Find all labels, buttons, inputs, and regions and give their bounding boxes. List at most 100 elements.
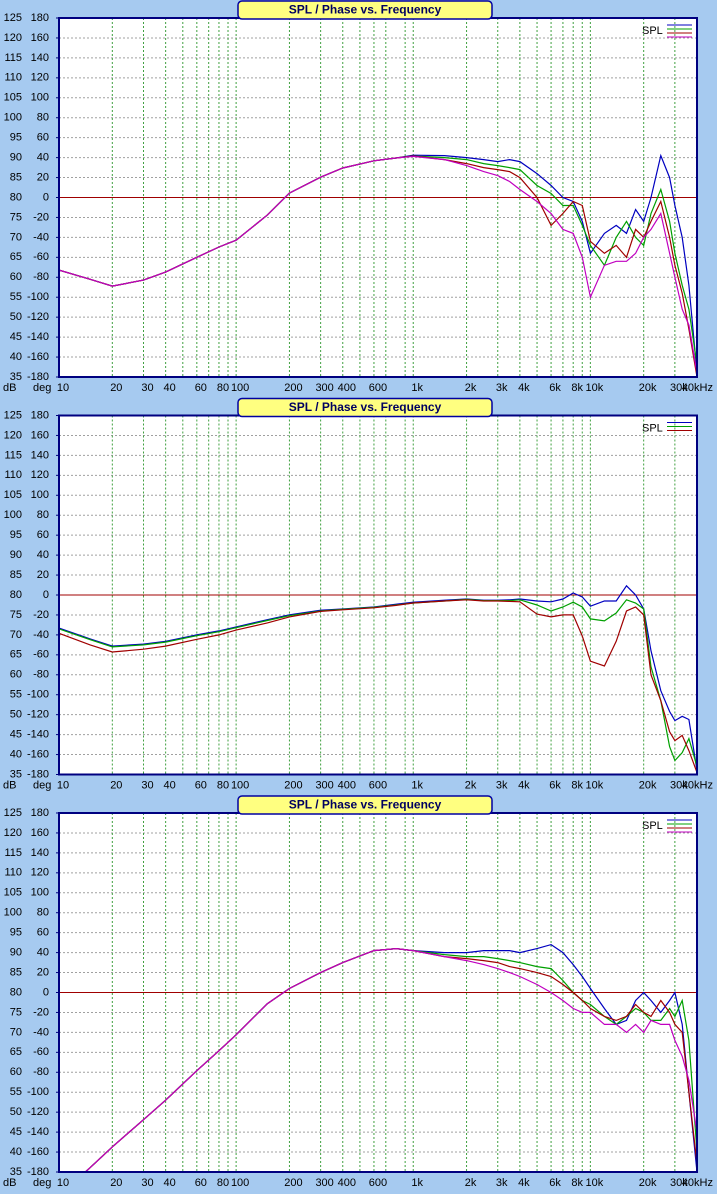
x-tick-label: 80: [217, 779, 229, 791]
x-tick-label: 100: [231, 382, 249, 394]
x-tick-label: 20k: [639, 1177, 657, 1189]
y-tick-label: 100: [4, 907, 22, 919]
y-tick-label: 70: [10, 1026, 22, 1038]
x-tick-label: 20: [110, 779, 122, 791]
y2-tick-label: -120: [27, 1106, 49, 1118]
y2-tick-label: 160: [31, 827, 49, 839]
y2-tick-label: 140: [31, 52, 49, 64]
x-tick-label: 600: [369, 382, 387, 394]
y2-axis-unit: deg: [33, 779, 51, 791]
y-tick-label: 115: [4, 52, 22, 64]
x-tick-label: 400: [338, 779, 356, 791]
y2-tick-label: -20: [33, 1006, 49, 1018]
series-line: [59, 599, 697, 773]
x-tick-label: 6k: [549, 779, 561, 791]
y-tick-label: 100: [4, 112, 22, 124]
title-box: [237, 397, 493, 418]
y2-tick-label: -20: [33, 211, 49, 223]
x-tick-label: 200: [284, 1177, 302, 1189]
y2-tick-label: -100: [27, 1086, 49, 1098]
y2-tick-label: 180: [31, 12, 49, 24]
y2-tick-label: 0: [43, 191, 49, 203]
y-tick-label: 45: [10, 729, 22, 741]
y-tick-label: 90: [10, 947, 22, 959]
y2-tick-label: -80: [33, 669, 49, 681]
y2-tick-label: 160: [31, 32, 49, 44]
y-tick-label: 80: [10, 986, 22, 998]
y2-tick-label: -140: [27, 729, 49, 741]
y2-tick-label: 20: [37, 966, 49, 978]
x-tick-label: 100: [231, 779, 249, 791]
y-tick-label: 55: [10, 1086, 22, 1098]
y2-tick-label: -180: [27, 371, 49, 383]
y-tick-label: 115: [4, 847, 22, 859]
x-tick-label: 40: [164, 779, 176, 791]
y-tick-label: 80: [10, 191, 22, 203]
y2-tick-label: 180: [31, 807, 49, 819]
y2-tick-label: 100: [31, 887, 49, 899]
y2-tick-label: -80: [33, 1066, 49, 1078]
x-tick-label: 80: [217, 1177, 229, 1189]
y-tick-label: 70: [10, 629, 22, 641]
legend-label: SPL: [642, 820, 663, 832]
panel: 3540455055606570758085909510010511011512…: [3, 397, 713, 791]
y-tick-label: 80: [10, 589, 22, 601]
x-tick-label: 10k: [585, 779, 603, 791]
x-tick-label: 300: [315, 1177, 333, 1189]
y2-tick-label: 120: [31, 72, 49, 84]
y2-tick-label: 60: [37, 132, 49, 144]
y-tick-label: 65: [10, 1046, 22, 1058]
chart-title: SPL / Phase vs. Frequency: [289, 400, 442, 414]
y2-tick-label: 60: [37, 529, 49, 541]
series-line: [59, 598, 697, 767]
y-tick-label: 50: [10, 709, 22, 721]
x-tick-label: 20k: [639, 382, 657, 394]
y-tick-label: 125: [4, 409, 22, 421]
y-tick-label: 65: [10, 649, 22, 661]
x-tick-label: 8k: [571, 382, 583, 394]
x-tick-label: 1k: [411, 382, 423, 394]
y-tick-label: 45: [10, 331, 22, 343]
y2-tick-label: -140: [27, 1126, 49, 1138]
y-tick-label: 120: [4, 429, 22, 441]
y-tick-label: 125: [4, 12, 22, 24]
chart-title: SPL / Phase vs. Frequency: [289, 798, 442, 812]
y2-tick-label: 60: [37, 927, 49, 939]
y-tick-label: 55: [10, 689, 22, 701]
y2-tick-label: 80: [37, 112, 49, 124]
x-tick-label: 20k: [639, 779, 657, 791]
y2-tick-label: -60: [33, 251, 49, 263]
x-tick-label: 40kHz: [682, 382, 713, 394]
y-tick-label: 90: [10, 549, 22, 561]
x-tick-label: 200: [284, 382, 302, 394]
x-tick-label: 200: [284, 779, 302, 791]
x-tick-label: 30k: [670, 382, 688, 394]
x-tick-label: 30k: [670, 1177, 688, 1189]
y-tick-label: 40: [10, 748, 22, 760]
x-tick-label: 1k: [411, 779, 423, 791]
y2-tick-label: -40: [33, 1026, 49, 1038]
y2-tick-label: 80: [37, 509, 49, 521]
x-tick-label: 6k: [549, 1177, 561, 1189]
y2-tick-label: 160: [31, 429, 49, 441]
y-tick-label: 35: [10, 371, 22, 383]
x-tick-label: 30: [141, 779, 153, 791]
x-tick-label: 1k: [411, 1177, 423, 1189]
y-tick-label: 95: [10, 529, 22, 541]
x-tick-label: 2k: [465, 1177, 477, 1189]
x-tick-label: 300: [315, 779, 333, 791]
title-box: [237, 795, 493, 815]
y-tick-label: 40: [10, 1146, 22, 1158]
y-tick-label: 60: [10, 1066, 22, 1078]
x-tick-label: 10k: [585, 1177, 603, 1189]
y-tick-label: 105: [4, 92, 22, 104]
x-tick-label: 60: [195, 1177, 207, 1189]
y-tick-label: 105: [4, 489, 22, 501]
y-tick-label: 120: [4, 827, 22, 839]
x-tick-label: 4k: [518, 779, 530, 791]
y2-tick-label: 80: [37, 907, 49, 919]
y-tick-label: 125: [4, 807, 22, 819]
y2-tick-label: -140: [27, 331, 49, 343]
x-tick-label: 30: [141, 1177, 153, 1189]
x-tick-label: 100: [231, 1177, 249, 1189]
